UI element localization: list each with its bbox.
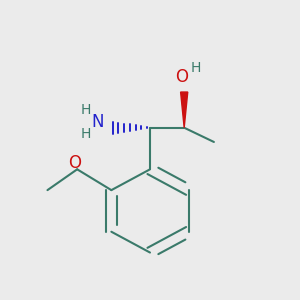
Text: O: O xyxy=(175,68,188,86)
Text: N: N xyxy=(92,113,104,131)
Text: H: H xyxy=(81,103,91,117)
Text: O: O xyxy=(69,154,82,172)
Text: H: H xyxy=(191,61,201,75)
Polygon shape xyxy=(181,92,188,128)
Text: H: H xyxy=(81,127,91,141)
